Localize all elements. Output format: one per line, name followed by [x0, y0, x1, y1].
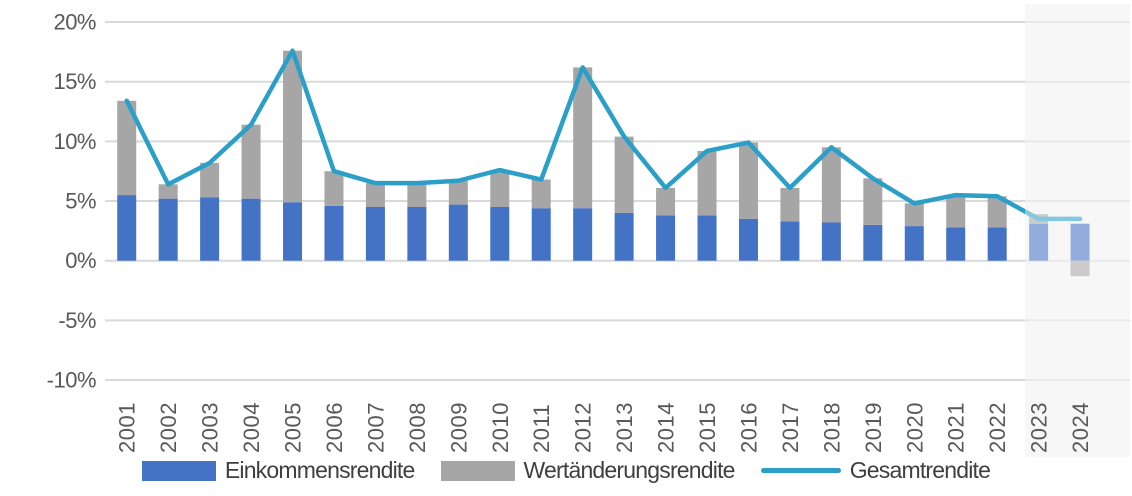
x-tick-label-2016: 2016	[736, 402, 761, 453]
x-tick-label-2015: 2015	[695, 402, 720, 453]
y-tick-label-5%: 5%	[65, 189, 96, 214]
bar-einkommensrendite-2010	[490, 207, 510, 261]
bar-wertaenderungsrendite-2006	[324, 171, 344, 206]
x-tick-label-2002: 2002	[156, 402, 181, 453]
x-tick-label-2022: 2022	[985, 402, 1010, 453]
bar-wertaenderungsrendite-2020	[904, 203, 924, 227]
bar-einkommensrendite-2018	[821, 222, 841, 261]
bar-einkommensrendite-2009	[448, 204, 468, 261]
bar-wertaenderungsrendite-2004	[241, 124, 261, 199]
x-tick-label-2021: 2021	[944, 402, 969, 453]
legend-swatch-wertaenderungsrendite	[440, 460, 515, 481]
bar-einkommensrendite-2004	[241, 198, 261, 261]
gesamtrendite-line	[124, 48, 1083, 222]
bar-wertaenderungsrendite-2005	[283, 50, 303, 203]
bar-einkommensrendite-2001	[117, 195, 137, 261]
bar-wertaenderungsrendite-2018	[821, 147, 841, 223]
bar-wertaenderungsrendite-2016	[738, 142, 758, 219]
bar-einkommensrendite-2021	[946, 227, 966, 261]
bar-wertaenderungsrendite-2014	[656, 187, 676, 216]
legend-item-gesamtrendite: Gesamtrendite	[760, 457, 991, 484]
bar-einkommensrendite-2002	[158, 198, 178, 261]
forecast-overlay	[1025, 4, 1130, 457]
x-tick-label-2018: 2018	[819, 402, 844, 453]
x-tick-label-2004: 2004	[239, 402, 264, 453]
y-tick-label-15%: 15%	[53, 69, 96, 94]
bar-einkommensrendite-2014	[656, 215, 676, 261]
chart-plot-area: 20% 15% 10% 5% 0% -5% -10% 2001 2002 2003 2004 2005…	[47, 4, 1130, 457]
x-tick-label-2008: 2008	[405, 402, 430, 453]
x-tick-label-2006: 2006	[322, 402, 347, 453]
y-tick-label-0%: 0%	[65, 248, 96, 273]
bar-wertaenderungsrendite-2017	[780, 187, 800, 222]
bar-wertaenderungsrendite-2011	[531, 179, 551, 209]
legend-label-gesamtrendite: Gesamtrendite	[849, 457, 991, 483]
bar-wertaenderungsrendite-2019	[863, 178, 883, 225]
x-tick-label-2012: 2012	[571, 402, 596, 453]
bar-einkommensrendite-2008	[407, 207, 427, 261]
x-tick-label-2017: 2017	[778, 402, 803, 453]
y-tick-label--10%: -10%	[47, 368, 96, 393]
bar-einkommensrendite-2015	[697, 215, 717, 261]
bar-einkommensrendite-2016	[738, 218, 758, 261]
x-tick-label-2023: 2023	[1027, 402, 1052, 453]
bar-wertaenderungsrendite-2022	[987, 196, 1007, 228]
legend-line-gesamtrendite	[760, 468, 841, 473]
legend-swatch-einkommensrendite	[141, 460, 216, 481]
x-tick-label-2005: 2005	[281, 402, 306, 453]
x-tick-label-2011: 2011	[529, 404, 554, 453]
bar-einkommensrendite-2020	[904, 226, 924, 261]
x-tick-label-2020: 2020	[902, 402, 927, 453]
y-tick-label--5%: -5%	[58, 308, 96, 333]
x-tick-label-2019: 2019	[861, 402, 886, 453]
bar-einkommensrendite-2022	[987, 227, 1007, 261]
bar-wertaenderungsrendite-2007	[365, 183, 385, 208]
bar-einkommensrendite-2019	[863, 224, 883, 261]
bar-einkommensrendite-2024	[1070, 223, 1090, 261]
x-tick-label-2010: 2010	[488, 402, 513, 453]
x-tick-label-2013: 2013	[612, 402, 637, 453]
bar-einkommensrendite-2011	[531, 208, 551, 261]
bar-wertaenderungsrendite-2009	[448, 180, 468, 205]
bar-einkommensrendite-2013	[614, 212, 634, 261]
chart-legend: Einkommensrendite Wertänderungsrendite G…	[0, 457, 1132, 484]
x-tick-label-2009: 2009	[446, 402, 471, 453]
bar-einkommensrendite-2005	[283, 202, 303, 261]
x-tick-label-2001: 2001	[115, 402, 140, 453]
bar-einkommensrendite-2023	[1029, 223, 1049, 261]
bar-wertaenderungsrendite-2003	[200, 162, 220, 198]
bar-wertaenderungsrendite-2002	[158, 184, 178, 199]
y-tick-label-20%: 20%	[53, 10, 96, 35]
bar-wertaenderungsrendite-2008	[407, 183, 427, 208]
x-tick-label-2003: 2003	[198, 402, 223, 453]
bar-wertaenderungsrendite-2013	[614, 136, 634, 213]
bar-einkommensrendite-2017	[780, 221, 800, 261]
bar-einkommensrendite-2012	[573, 208, 593, 261]
bar-wertaenderungsrendite-2010	[490, 170, 510, 208]
bar-einkommensrendite-2003	[200, 197, 220, 261]
bar-wertaenderungsrendite-2012	[573, 67, 593, 209]
x-tick-label-2014: 2014	[654, 402, 679, 453]
x-tick-label-2024: 2024	[1068, 402, 1093, 453]
bar-wertaenderungsrendite-2001	[117, 100, 137, 196]
bar-wertaenderungsrendite-2015	[697, 150, 717, 216]
bar-wertaenderungsrendite-2021	[946, 195, 966, 228]
bar-einkommensrendite-2007	[365, 207, 385, 261]
legend-item-wertaenderungsrendite: Wertänderungsrendite	[440, 457, 736, 484]
bar-einkommensrendite-2006	[324, 205, 344, 261]
legend-item-einkommensrendite: Einkommensrendite	[141, 457, 415, 484]
bar-wertaenderungsrendite-2024	[1070, 260, 1090, 277]
legend-label-einkommensrendite: Einkommensrendite	[224, 457, 415, 483]
legend-label-wertaenderungsrendite: Wertänderungsrendite	[523, 457, 736, 483]
y-tick-label-10%: 10%	[53, 129, 96, 154]
x-tick-label-2007: 2007	[363, 402, 388, 453]
